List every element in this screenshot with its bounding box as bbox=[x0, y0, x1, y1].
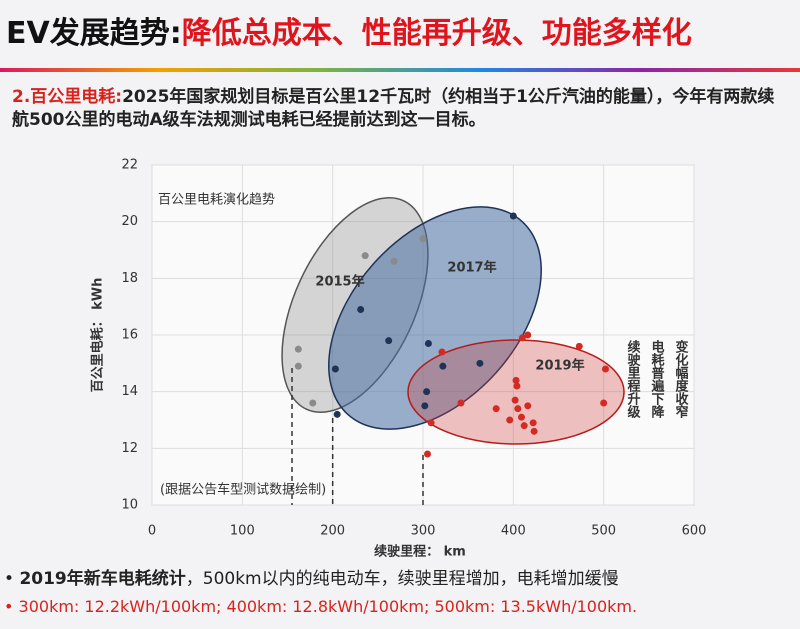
chart-note: (跟据公告车型测试数据绘制) bbox=[160, 482, 326, 498]
bullet-text: 300km: 12.2kWh/100km; 400km: 12.8kWh/100… bbox=[18, 597, 638, 616]
point bbox=[390, 257, 398, 265]
point bbox=[511, 396, 519, 404]
point bbox=[333, 410, 341, 418]
point bbox=[509, 212, 517, 220]
point bbox=[427, 419, 435, 427]
point bbox=[524, 331, 532, 339]
chart-title: 百公里电耗演化趋势 bbox=[158, 192, 275, 208]
point bbox=[530, 427, 538, 435]
point bbox=[512, 376, 520, 384]
point-label: 2.百公里电耗: bbox=[12, 87, 123, 107]
x-tick-label: 200 bbox=[320, 524, 345, 539]
point bbox=[419, 235, 427, 243]
point bbox=[423, 388, 431, 396]
x-tick-label: 600 bbox=[682, 524, 707, 539]
point bbox=[421, 402, 429, 410]
title-lead: EV发展趋势: bbox=[6, 16, 182, 51]
point bbox=[331, 365, 339, 373]
point bbox=[517, 413, 525, 421]
x-tick-label: 500 bbox=[591, 524, 616, 539]
key-point: 2.百公里电耗:2025年国家规划目标是百公里12千瓦时（约相当于1公斤汽油的能… bbox=[12, 86, 782, 132]
chart: 0 100 200 300 400 500 600 10 12 14 16 18 20 22 续驶里程： k… bbox=[90, 158, 707, 560]
point bbox=[309, 399, 317, 407]
point bbox=[385, 337, 393, 345]
point bbox=[518, 334, 526, 342]
point bbox=[438, 348, 446, 356]
y-tick-label: 18 bbox=[121, 271, 138, 286]
point bbox=[529, 419, 537, 427]
point bbox=[361, 252, 369, 260]
point bbox=[514, 405, 522, 413]
x-tick-label: 0 bbox=[148, 524, 156, 539]
point bbox=[575, 342, 583, 350]
y-tick-label: 22 bbox=[121, 158, 138, 173]
series-label: 2017年 bbox=[447, 260, 496, 276]
y-tick-label: 16 bbox=[121, 328, 138, 343]
envelope bbox=[328, 206, 542, 430]
point bbox=[294, 345, 302, 353]
point bbox=[600, 399, 608, 407]
x-tick-label: 300 bbox=[411, 524, 436, 539]
envelope bbox=[407, 339, 625, 445]
x-axis-label: 续驶里程： km bbox=[374, 544, 466, 560]
series-label: 2019年 bbox=[535, 358, 584, 374]
point bbox=[524, 402, 532, 410]
point bbox=[294, 362, 302, 370]
point-text: 2025年国家规划目标是百公里12千瓦时（约相当于1公斤汽油的能量），今年有两款… bbox=[12, 87, 775, 130]
point bbox=[601, 365, 609, 373]
side-note: 电耗普遍下降 bbox=[649, 339, 666, 419]
title-main: 降低总成本、性能再升级、功能多样化 bbox=[181, 16, 692, 51]
y-axis-label: 百公里电耗： kWh bbox=[90, 278, 106, 393]
series-label: 2015年 bbox=[315, 274, 364, 290]
side-note: 续驶里程升级 bbox=[625, 339, 641, 419]
point bbox=[357, 306, 365, 313]
y-tick-label: 14 bbox=[121, 384, 138, 399]
point bbox=[457, 399, 465, 407]
bullet-text: ，500km以内的纯电动车，续驶里程增加，电耗增加缓慢 bbox=[185, 569, 619, 589]
x-tick-label: 100 bbox=[230, 524, 255, 539]
y-tick-label: 10 bbox=[121, 498, 138, 513]
side-note: 变化幅度收窄 bbox=[673, 339, 689, 419]
point bbox=[513, 382, 521, 390]
point bbox=[439, 362, 447, 370]
bullet: • 2019年新车电耗统计，500km以内的纯电动车，续驶里程增加，电耗增加缓慢 bbox=[4, 569, 619, 589]
bullet: • 300km: 12.2kWh/100km; 400km: 12.8kWh/1… bbox=[4, 597, 638, 616]
title-rule bbox=[0, 68, 800, 72]
y-tick-label: 20 bbox=[121, 214, 138, 229]
bullet-bold: 2019年新车电耗统计 bbox=[19, 569, 186, 589]
point bbox=[520, 422, 528, 430]
point bbox=[492, 405, 500, 413]
slide-title: EV发展趋势:降低总成本、性能再升级、功能多样化 bbox=[6, 8, 692, 52]
bullets: • 2019年新车电耗统计，500km以内的纯电动车，续驶里程增加，电耗增加缓慢… bbox=[4, 566, 637, 620]
point bbox=[476, 359, 484, 367]
x-tick-label: 400 bbox=[501, 524, 526, 539]
y-tick-label: 12 bbox=[121, 441, 138, 456]
point bbox=[506, 416, 514, 424]
point bbox=[424, 340, 432, 347]
point bbox=[424, 450, 432, 458]
